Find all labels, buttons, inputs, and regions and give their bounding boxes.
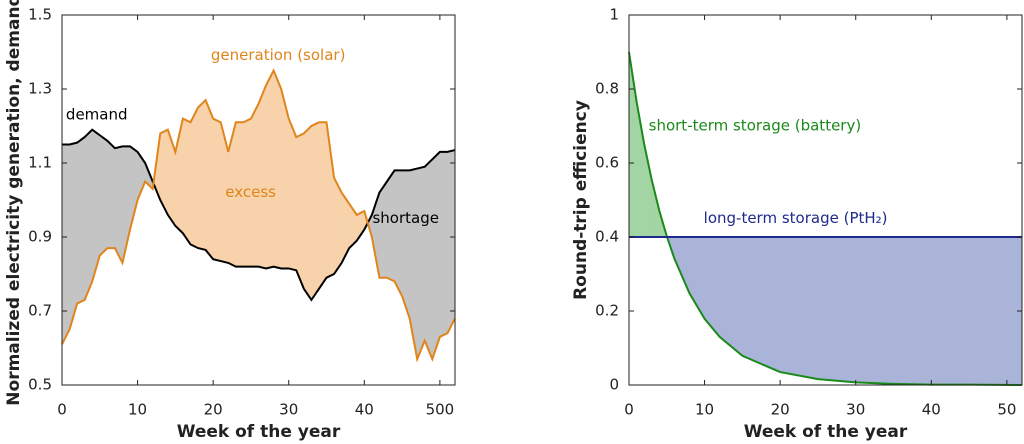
y-tick-label: 0 [609, 376, 619, 394]
x-axis-label: Week of the year [177, 422, 341, 442]
fill-below [401, 170, 410, 319]
annotation: demand [66, 105, 128, 123]
x-tick-label: 0 [57, 401, 67, 419]
fill-above [167, 129, 176, 227]
fill-below [76, 136, 85, 305]
x-tick-label: 40 [922, 401, 941, 419]
y-tick-label: 0.8 [595, 80, 619, 98]
x-tick-label: 10 [695, 401, 714, 419]
fill-below [69, 142, 78, 330]
fill-below [439, 151, 448, 338]
fill-above [273, 70, 282, 269]
fill-above [295, 132, 305, 289]
y-tick-label: 0.9 [28, 228, 52, 246]
fill-above [318, 122, 327, 290]
y-tick-label: 1.5 [28, 6, 52, 24]
plot-frame [628, 14, 1023, 386]
fill-above [265, 70, 274, 269]
y-axis-label: Round-trip efficiency [571, 100, 591, 300]
x-tick-label: 0 [624, 401, 634, 419]
fill-above [303, 125, 312, 301]
series-line [628, 51, 1023, 386]
y-tick-label: 1.1 [28, 154, 52, 172]
x-tick-label: 30 [846, 401, 865, 419]
x-tick-label: 40 [355, 401, 374, 419]
fill-below [99, 134, 108, 257]
fill-above [742, 236, 781, 373]
fill-above [288, 118, 297, 271]
fill-above [893, 236, 932, 385]
fill-below [114, 145, 123, 264]
fill-below [107, 140, 116, 249]
fill-below [84, 128, 93, 301]
fill-below [416, 166, 426, 360]
fill-below [379, 180, 388, 279]
y-tick-label: 0.4 [595, 228, 619, 246]
fill-above [197, 99, 206, 251]
fill-above [817, 236, 857, 383]
fill-above [779, 236, 819, 380]
y-tick-label: 1 [609, 6, 619, 24]
y-tick-label: 0.2 [595, 302, 619, 320]
series-line [61, 68, 456, 363]
fill-below [424, 158, 433, 360]
series-label: short-term storage (battery) [649, 117, 862, 135]
y-axis-label: Normalized electricity generation, deman… [4, 0, 24, 406]
x-tick-label: 50 [997, 401, 1016, 419]
fill-above [931, 236, 970, 385]
x-tick-label: 30 [279, 401, 298, 419]
fill-below [61, 144, 70, 345]
fill-below [432, 151, 441, 360]
y-tick-label: 0.6 [595, 154, 619, 172]
fill-above [855, 236, 894, 385]
fill-above [212, 118, 222, 262]
fill-below [447, 149, 456, 334]
fill-above [258, 85, 267, 269]
fill-above [190, 107, 199, 249]
fill-above [719, 236, 743, 357]
x-tick-label: 20 [204, 401, 223, 419]
x-axis-label: Week of the year [744, 422, 908, 442]
fill-below [409, 168, 418, 360]
fill-above [182, 118, 191, 246]
plot-frame [61, 14, 456, 386]
fill-above [968, 236, 1023, 386]
series-label: long-term storage (PtH₂) [704, 209, 888, 227]
x-tick-label: 500 [426, 401, 455, 419]
annotation: excess [225, 183, 276, 201]
y-tick-label: 0.7 [28, 302, 52, 320]
fill-above [205, 99, 214, 261]
x-tick-label: 20 [771, 401, 790, 419]
fill-below [394, 170, 403, 297]
x-tick-label: 10 [128, 401, 147, 419]
annotation: shortage [372, 209, 439, 227]
annotation: generation (solar) [211, 46, 346, 64]
series-line [62, 128, 456, 302]
y-tick-label: 1.3 [28, 80, 52, 98]
y-tick-label: 0.5 [28, 376, 52, 394]
fill-above [311, 121, 320, 301]
